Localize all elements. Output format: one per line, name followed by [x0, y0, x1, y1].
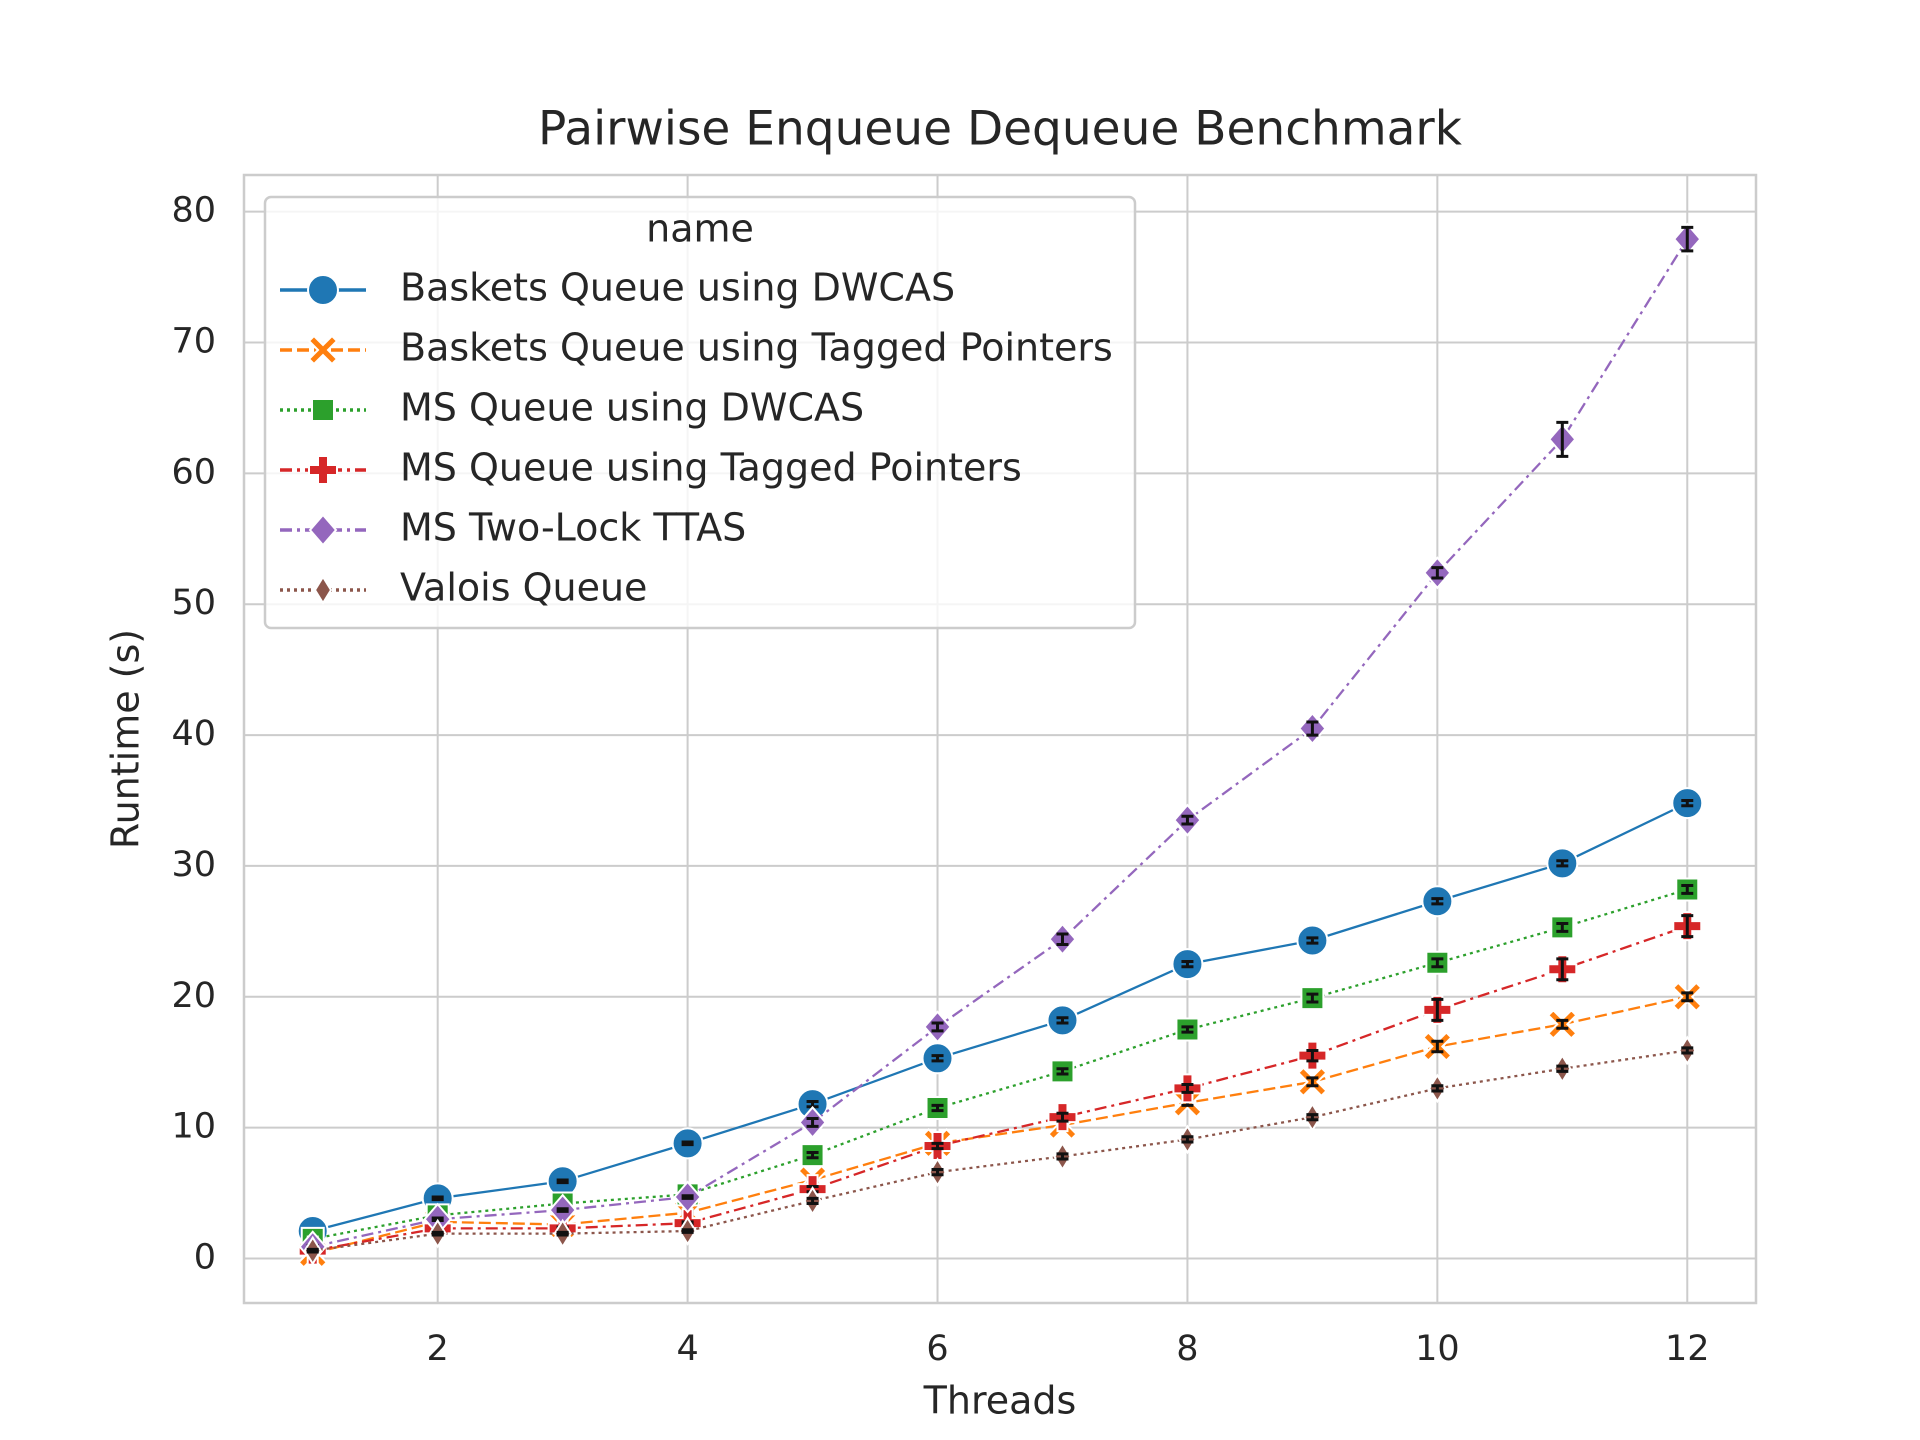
x-tick-label: 10 — [1415, 1329, 1460, 1369]
error-bar — [1431, 1084, 1444, 1093]
error-bar — [1556, 922, 1569, 933]
legend-label: Baskets Queue using DWCAS — [400, 266, 955, 310]
x-axis-label: Threads — [923, 1379, 1077, 1423]
y-tick-label: 70 — [171, 321, 216, 361]
error-bar — [1181, 1135, 1194, 1144]
y-tick-label: 50 — [171, 583, 216, 623]
error-bar — [1556, 859, 1569, 868]
series-line — [312, 1049, 1688, 1252]
x-tick-label: 2 — [427, 1329, 449, 1369]
error-bar — [1681, 914, 1694, 939]
grid: 0 10 20 30 40 50 60 70 80 2 4 6 8 10 12 — [171, 175, 1756, 1369]
legend-label: MS Queue using Tagged Pointers — [400, 446, 1022, 490]
error-bar — [931, 1021, 944, 1033]
error-bar — [1431, 957, 1444, 969]
error-bar — [1431, 1039, 1444, 1054]
y-axis-label: Runtime (s) — [104, 629, 148, 849]
y-tick-label: 0 — [194, 1238, 216, 1278]
error-bar — [681, 1140, 694, 1147]
error-bar — [556, 1178, 569, 1185]
error-bar — [1181, 814, 1194, 826]
error-bar — [806, 1196, 819, 1206]
error-bar — [1556, 957, 1569, 982]
y-tick-label: 20 — [171, 976, 216, 1016]
legend-label: MS Queue using DWCAS — [400, 386, 864, 430]
x-tick-label: 12 — [1665, 1329, 1710, 1369]
error-bar — [1556, 1064, 1569, 1073]
error-bar — [806, 1116, 819, 1128]
error-bar — [931, 1103, 944, 1113]
error-bar — [681, 1194, 694, 1200]
legend-label: MS Two-Lock TTAS — [400, 506, 746, 550]
error-bar — [1056, 1152, 1069, 1161]
error-bar — [1306, 720, 1319, 737]
error-bar — [1556, 420, 1569, 458]
marker — [307, 334, 339, 366]
error-bar — [1306, 1113, 1319, 1122]
x-tick-label: 4 — [676, 1329, 698, 1369]
error-bar — [806, 1151, 819, 1160]
y-tick-label: 30 — [171, 845, 216, 885]
error-bar — [1556, 1018, 1569, 1030]
error-bar — [1431, 997, 1444, 1022]
error-bar — [681, 1228, 694, 1234]
error-bar — [1681, 1046, 1694, 1055]
error-bar — [1056, 1016, 1069, 1025]
marker — [308, 513, 338, 547]
error-bar — [931, 1141, 944, 1151]
error-bar — [1431, 897, 1444, 906]
error-bar — [1681, 225, 1694, 253]
y-tick-label: 80 — [171, 191, 216, 231]
error-bar — [1306, 992, 1319, 1004]
series-line — [312, 925, 1688, 1252]
error-bar — [1181, 959, 1194, 969]
marker — [311, 398, 335, 422]
legend: Baskets Queue using DWCAS Baskets Queue u… — [280, 266, 1113, 610]
y-tick-label: 60 — [171, 452, 216, 492]
error-bar — [1056, 1111, 1069, 1123]
error-bar — [306, 1247, 319, 1254]
marker — [307, 274, 339, 306]
error-bar — [556, 1207, 569, 1213]
y-tick-label: 10 — [171, 1107, 216, 1147]
error-bar — [1681, 799, 1694, 808]
series-line — [312, 802, 1688, 1233]
error-bar — [1306, 1076, 1319, 1088]
error-bar — [1056, 1067, 1069, 1076]
error-bar — [1181, 1082, 1194, 1094]
x-tick-label: 8 — [1176, 1329, 1198, 1369]
x-tick-label: 6 — [926, 1329, 948, 1369]
legend-box — [263, 195, 1137, 630]
y-tick-label: 40 — [171, 714, 216, 754]
error-bar — [431, 1195, 444, 1202]
series-line — [312, 995, 1688, 1255]
legend-label: Baskets Queue using Tagged Pointers — [400, 326, 1113, 370]
error-bar — [431, 1230, 444, 1237]
data — [296, 222, 1704, 1269]
error-bar — [1056, 932, 1069, 946]
series-line — [312, 238, 1689, 1248]
error-bar — [931, 1054, 944, 1063]
marker — [313, 575, 333, 605]
marker — [308, 455, 338, 485]
series-line — [312, 888, 1688, 1241]
error-bar — [931, 1168, 944, 1177]
error-bar — [1431, 566, 1444, 580]
error-bar — [556, 1230, 569, 1237]
legend-title: name — [646, 207, 754, 251]
error-bar — [1181, 1025, 1194, 1034]
legend-label: Valois Queue — [400, 566, 647, 610]
error-bar — [1306, 1048, 1319, 1063]
error-bar — [1681, 884, 1694, 895]
error-bar — [1681, 991, 1694, 1003]
chart-title: Pairwise Enqueue Dequeue Benchmark — [538, 102, 1463, 157]
error-bar — [1306, 936, 1319, 945]
